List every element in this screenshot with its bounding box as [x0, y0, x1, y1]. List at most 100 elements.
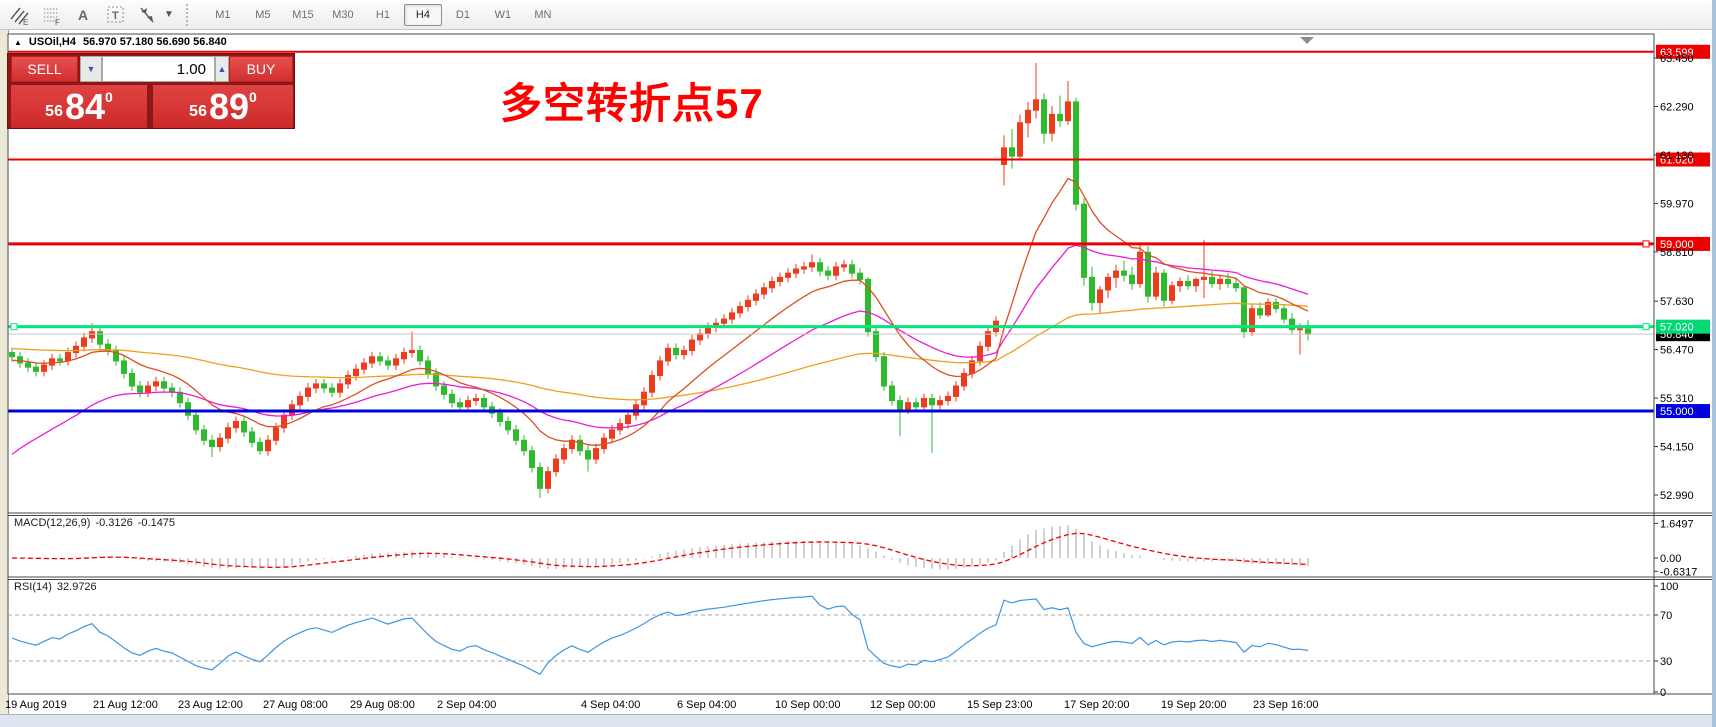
time-axis-label: 19 Aug 2019 — [5, 699, 67, 711]
rsi-value: 32.9726 — [56, 581, 97, 593]
price-badge-label: 63.599 — [1660, 47, 1694, 59]
price-tick-label: 59.970 — [1660, 198, 1694, 210]
line-handle[interactable] — [1642, 323, 1650, 331]
macd-indicator — [11, 525, 1309, 570]
volume-decrease-button[interactable]: ▼ — [80, 56, 102, 82]
rsi-name: RSI(14) — [14, 581, 52, 593]
macd-tick-label: -0.6317 — [1660, 566, 1697, 578]
svg-text:F: F — [55, 18, 60, 26]
price-tick-label: 58.810 — [1660, 247, 1694, 259]
time-axis-label: 27 Aug 08:00 — [263, 699, 328, 711]
price-badge — [1656, 152, 1710, 167]
volume-input[interactable] — [102, 56, 215, 82]
svg-text:A: A — [78, 7, 88, 23]
timeframe-button-h4[interactable]: H4 — [403, 3, 442, 26]
horizontal-scrollbar[interactable] — [0, 714, 1712, 727]
text-icon[interactable]: A — [68, 3, 98, 27]
price-tick-label: 56.470 — [1660, 345, 1694, 357]
timeframe-button-m30[interactable]: M30 — [332, 8, 354, 21]
sell-price-sup: 0 — [105, 88, 113, 105]
spin-up-icon: ▲ — [217, 64, 227, 74]
rsi-axis: 100 70 30 0 — [1654, 581, 1678, 699]
toolbar-grip[interactable] — [185, 3, 195, 26]
price-badge-label: 55.000 — [1660, 406, 1694, 418]
chart-title: ▲ USOil,H4 56.970 57.180 56.690 56.840 — [14, 36, 227, 48]
time-axis-label: 23 Aug 12:00 — [178, 699, 243, 711]
price-badge-label: 59.000 — [1660, 239, 1694, 251]
buy-price-big: 89 — [208, 85, 250, 127]
line-studies-icon[interactable]: E — [4, 3, 34, 27]
window-right-edge — [1712, 0, 1716, 727]
price-tick-label: 63.450 — [1660, 53, 1694, 65]
time-axis-label: 12 Sep 00:00 — [870, 699, 935, 711]
rsi-indicator — [9, 595, 1653, 675]
chart-canvas[interactable]: 63.59961.02059.00056.84057.02055.00063.4… — [0, 30, 1716, 727]
quote-ohlc-label: 56.970 57.180 56.690 56.840 — [83, 36, 227, 48]
price-badge-label: 57.020 — [1660, 322, 1694, 334]
line-handle[interactable] — [1642, 240, 1650, 248]
time-axis-label: 2 Sep 04:00 — [437, 699, 496, 711]
buy-price-sup: 0 — [249, 88, 257, 105]
rsi-tick-label: 0 — [1660, 687, 1666, 699]
time-axis-label: 17 Sep 20:00 — [1064, 699, 1129, 711]
time-axis: 19 Aug 2019 21 Aug 12:00 23 Aug 12:00 27 Au… — [5, 699, 1318, 711]
time-axis-label: 10 Sep 00:00 — [775, 699, 840, 711]
timeframe-button-w1[interactable]: W1 — [494, 8, 512, 21]
symbol-period-label: USOil,H4 — [28, 36, 76, 48]
chevron-down-icon[interactable]: ▼ — [164, 9, 174, 20]
timeframe-button-m15[interactable]: M15 — [292, 8, 314, 21]
rsi-tick-label: 70 — [1660, 610, 1672, 622]
macd-name: MACD(12,26,9) — [14, 517, 91, 529]
volume-increase-button[interactable]: ▲ — [215, 56, 229, 82]
sell-price-big: 84 — [64, 85, 106, 127]
macd-value-2: -0.1475 — [137, 517, 176, 529]
timeframe-button-d1[interactable]: D1 — [455, 8, 470, 21]
macd-value-1: -0.3126 — [95, 517, 133, 529]
time-axis-label: 6 Sep 04:00 — [677, 699, 736, 711]
time-axis-label: 29 Aug 08:00 — [350, 699, 415, 711]
timeframe-button-mn[interactable]: MN — [534, 8, 552, 21]
buy-price-small: 56 — [189, 102, 207, 120]
macd-tick-label: 0.00 — [1660, 553, 1681, 565]
one-click-trading-panel: SELL ▼ ▲ BUY 56 84 0 56 89 0 — [7, 53, 295, 129]
time-axis-label: 4 Sep 04:00 — [581, 699, 640, 711]
price-tick-label: 52.990 — [1660, 490, 1694, 502]
sell-price-button[interactable]: 56 84 0 — [11, 85, 147, 128]
price-badge — [1656, 319, 1710, 334]
time-axis-label: 15 Sep 23:00 — [967, 699, 1032, 711]
candlestick-series — [9, 63, 1311, 498]
price-badge-label: 61.020 — [1660, 155, 1694, 167]
timeframe-button-h1[interactable]: H1 — [375, 8, 390, 21]
arrow-styles-icon[interactable] — [132, 3, 162, 27]
annotation-text: 多空转折点57 — [500, 80, 764, 127]
time-axis-label: 19 Sep 20:00 — [1161, 699, 1226, 711]
rsi-tick-label: 100 — [1660, 581, 1678, 593]
sell-price-small: 56 — [45, 102, 63, 120]
price-tick-label: 61.130 — [1660, 150, 1694, 162]
chart-shift-marker-icon[interactable] — [1300, 37, 1314, 44]
rsi-label: RSI(14) 32.9726 — [14, 581, 97, 593]
svg-text:T: T — [112, 10, 119, 22]
price-tick-label: 54.150 — [1660, 442, 1694, 454]
timeframe-button-m5[interactable]: M5 — [255, 8, 271, 21]
collapse-arrow-icon[interactable]: ▲ — [14, 37, 22, 47]
sell-button[interactable]: SELL — [11, 56, 78, 82]
time-axis-label: 23 Sep 16:00 — [1253, 699, 1318, 711]
text-label-icon[interactable]: T — [100, 3, 130, 27]
macd-tick-label: 1.6497 — [1660, 518, 1694, 530]
buy-button[interactable]: BUY — [229, 56, 293, 82]
price-tick-label: 55.310 — [1660, 393, 1694, 405]
buy-price-button[interactable]: 56 89 0 — [151, 85, 293, 128]
trade-panel-top-row: SELL ▼ ▲ BUY — [8, 56, 294, 82]
spin-down-icon: ▼ — [86, 64, 96, 74]
price-tick-label: 62.290 — [1660, 101, 1694, 113]
fibonacci-icon[interactable]: F — [36, 3, 66, 27]
price-badge — [1656, 404, 1710, 419]
time-axis-label: 21 Aug 12:00 — [93, 699, 158, 711]
timeframe-button-m1[interactable]: M1 — [215, 8, 231, 21]
svg-text:E: E — [23, 18, 28, 26]
line-handle[interactable] — [10, 323, 18, 331]
rsi-tick-label: 30 — [1660, 656, 1672, 668]
